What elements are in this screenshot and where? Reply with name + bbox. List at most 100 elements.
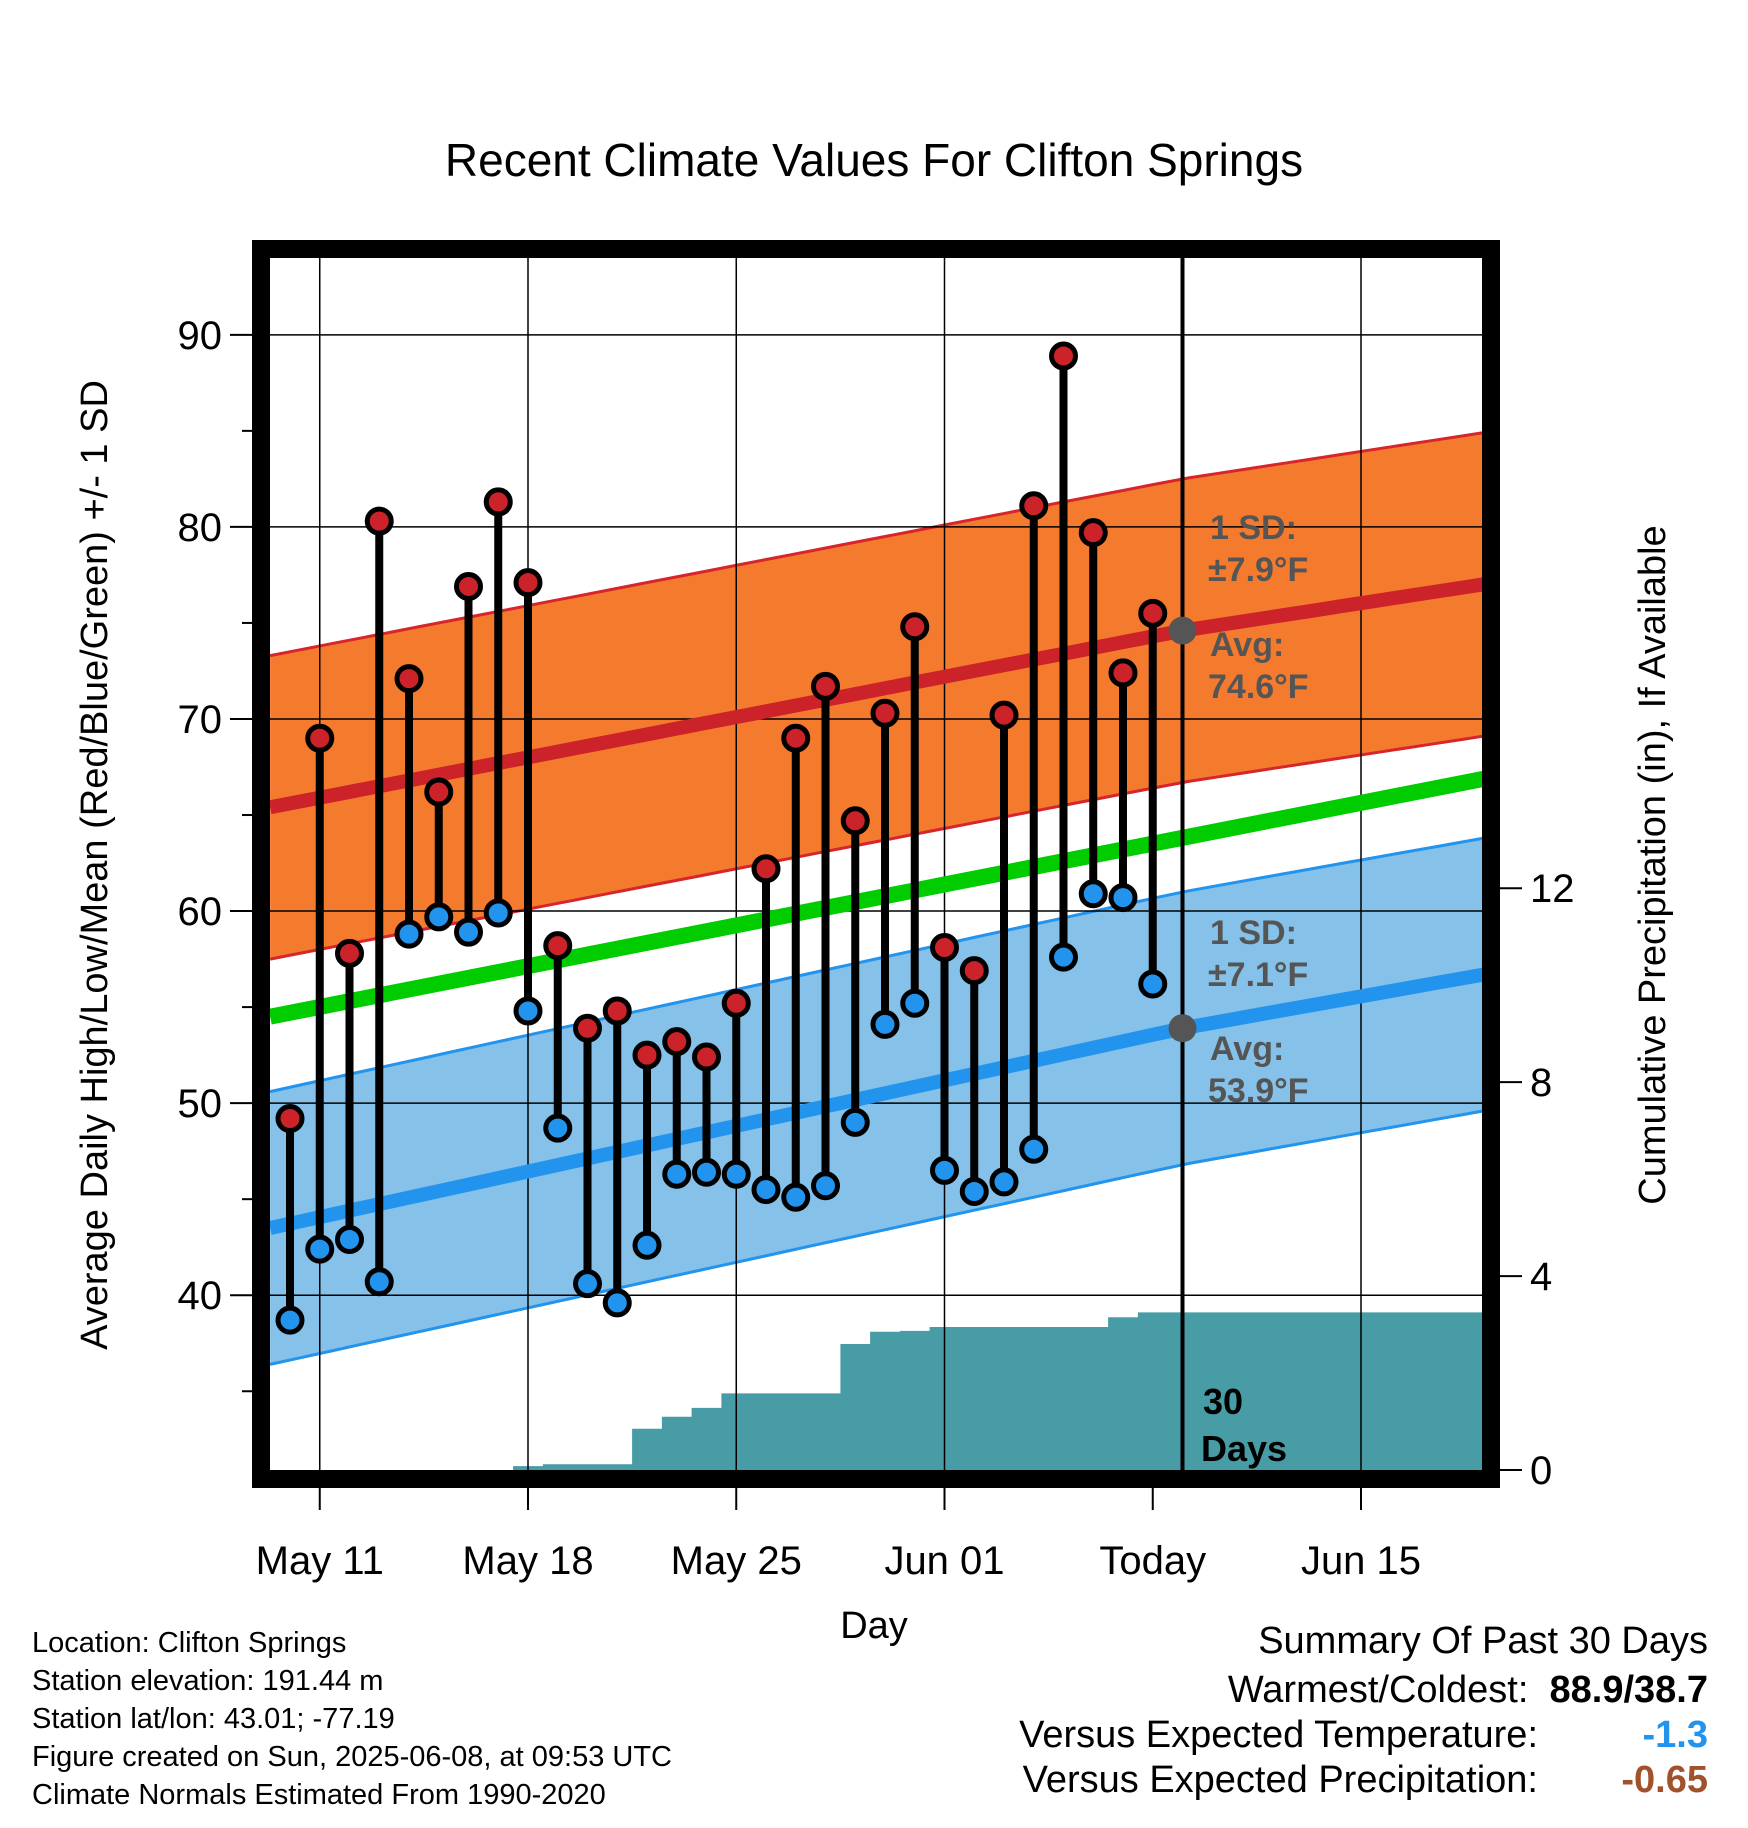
low-point-6 (424, 902, 454, 932)
low-point-4 (364, 1267, 394, 1297)
high-point-16 (721, 988, 751, 1018)
low-sd-value: ±7.1°F (1208, 956, 1308, 994)
y2-tick-label-8: 8 (1530, 1061, 1552, 1105)
low-point-2 (305, 1234, 335, 1264)
right-axis: 0 4 8 12 (1500, 867, 1575, 1493)
high-point-8 (483, 487, 513, 517)
high-point-6 (424, 777, 454, 807)
high-point-30 (1138, 598, 1168, 628)
x-tick-label-5: Jun 15 (1301, 1539, 1421, 1583)
low-avg-value: 53.9°F (1208, 1072, 1309, 1110)
high-avg-value: 74.6°F (1208, 668, 1309, 706)
high-point-26 (1019, 491, 1049, 521)
info-latlon: Station lat/lon: 43.01; -77.19 (32, 1703, 395, 1735)
y-tick-label-50: 50 (178, 1082, 223, 1126)
warmest-value: 88.9/38.7 (1549, 1669, 1708, 1711)
low-point-23 (930, 1155, 959, 1185)
today-high-avg-marker (1168, 616, 1197, 645)
x-tick-label-2: May 25 (671, 1539, 802, 1583)
low-point-3 (335, 1225, 364, 1255)
low-point-11 (573, 1269, 602, 1299)
high-point-28 (1078, 518, 1108, 548)
low-sd-label: 1 SD: (1210, 914, 1297, 952)
low-point-25 (989, 1167, 1019, 1197)
info-elevation: Station elevation: 191.44 m (32, 1665, 384, 1697)
y-tick-label-90: 90 (178, 314, 223, 358)
high-point-14 (662, 1027, 692, 1057)
y-tick-label-40: 40 (178, 1274, 223, 1318)
x-axis-label: Day (840, 1605, 908, 1647)
low-point-18 (781, 1182, 811, 1212)
low-point-15 (692, 1157, 721, 1187)
warmest-label: Warmest/Coldest: (1227, 1669, 1529, 1711)
high-point-3 (335, 938, 364, 968)
low-point-16 (721, 1159, 751, 1189)
high-point-10 (543, 931, 573, 961)
station-info: Location: Clifton Springs Station elevat… (32, 1624, 672, 1814)
low-point-29 (1108, 883, 1138, 913)
low-point-8 (483, 898, 513, 928)
low-point-5 (394, 919, 424, 949)
daily-range-stems (286, 355, 1157, 1321)
high-avg-label: Avg: (1210, 626, 1284, 664)
high-point-1 (275, 1104, 305, 1134)
today-marker (1168, 258, 1197, 1470)
x-tick-label-1: May 18 (462, 1539, 593, 1583)
high-point-4 (364, 506, 394, 536)
high-point-12 (602, 996, 632, 1026)
high-sd-band-upper-edge (269, 429, 1496, 658)
high-point-19 (811, 671, 840, 701)
high-point-9 (513, 568, 543, 598)
plot-frame (252, 240, 1500, 1488)
high-point-24 (959, 956, 989, 986)
high-point-22 (900, 612, 930, 642)
high-sd-label: 1 SD: (1210, 509, 1297, 547)
y-tick-label-60: 60 (178, 890, 223, 934)
high-point-25 (989, 700, 1019, 730)
low-point-9 (513, 996, 543, 1026)
low-point-22 (900, 988, 930, 1018)
left-axis: 40 50 60 70 80 90 (178, 314, 252, 1393)
chart-title: Recent Climate Values For Clifton Spring… (445, 134, 1303, 186)
low-point-7 (454, 917, 483, 947)
low-point-20 (840, 1107, 870, 1137)
x-axis: May 11 May 18 May 25 Jun 01 Today Jun 15 (256, 1488, 1421, 1583)
precip-area (270, 1312, 1495, 1470)
y2-tick-label-12: 12 (1530, 867, 1575, 911)
temp-value: -1.3 (1642, 1714, 1708, 1756)
high-point-7 (454, 571, 483, 601)
high-point-21 (870, 698, 900, 728)
low-sd-band-lower-edge (269, 1107, 1496, 1366)
low-point-17 (751, 1175, 781, 1205)
high-point-2 (305, 723, 335, 753)
low-avg-label: Avg: (1210, 1030, 1284, 1068)
normal-low-line (268, 965, 1497, 1235)
low-point-28 (1078, 879, 1108, 909)
info-normals: Climate Normals Estimated From 1990-2020 (32, 1779, 606, 1811)
low-point-19 (811, 1171, 840, 1201)
days-word: Days (1201, 1428, 1287, 1469)
high-point-20 (840, 806, 870, 836)
daily-points (275, 341, 1168, 1335)
low-point-10 (543, 1113, 573, 1143)
low-point-30 (1138, 969, 1168, 999)
high-point-29 (1108, 658, 1138, 688)
precipitation-area (270, 1312, 1495, 1470)
high-point-15 (692, 1042, 721, 1072)
low-point-24 (959, 1176, 989, 1206)
days-number: 30 (1203, 1381, 1243, 1422)
high-point-17 (751, 854, 781, 884)
low-point-1 (275, 1305, 305, 1335)
y2-axis-label: Cumulative Precipitation (in), If Availa… (1632, 525, 1674, 1204)
summary-panel: Summary Of Past 30 Days Warmest/Coldest:… (1019, 1620, 1708, 1802)
low-point-21 (870, 1009, 900, 1039)
normal-high-line (268, 575, 1496, 815)
annotations: 1 SD: ±7.9°F Avg: 74.6°F 1 SD: ±7.1°F Av… (1201, 509, 1309, 1469)
summary-title: Summary Of Past 30 Days (1258, 1620, 1708, 1662)
x-tick-label-4: Today (1099, 1539, 1206, 1583)
y-tick-label-70: 70 (178, 698, 223, 742)
high-point-13 (632, 1040, 662, 1070)
x-tick-label-3: Jun 01 (884, 1539, 1004, 1583)
precip-value: -0.65 (1621, 1759, 1708, 1801)
